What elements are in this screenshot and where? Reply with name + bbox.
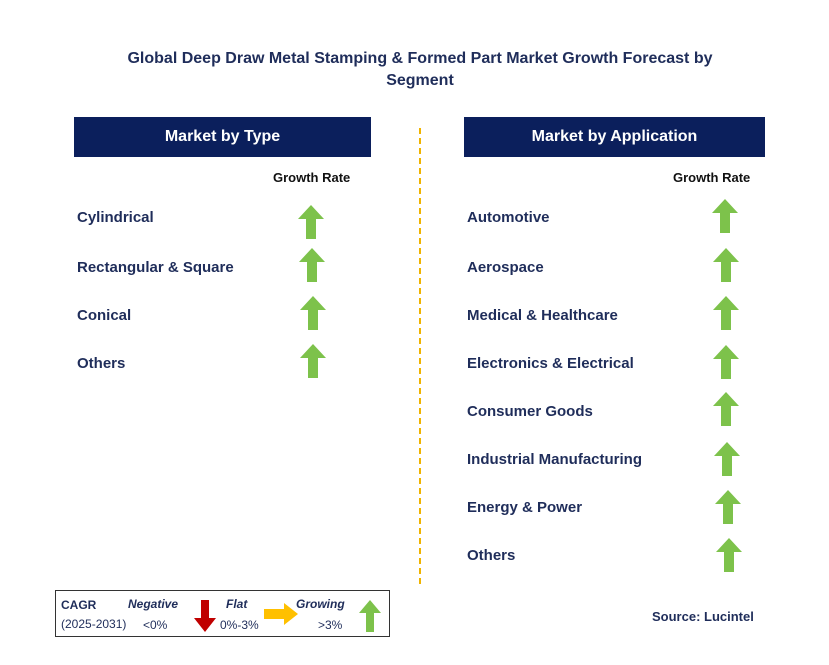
legend-flat-label: Flat	[226, 597, 248, 611]
up-arrow-icon	[713, 248, 739, 282]
legend-growing-range: >3%	[318, 618, 343, 632]
up-arrow-icon	[716, 538, 742, 572]
legend-negative-label: Negative	[128, 597, 179, 611]
application-header: Market by Application	[464, 117, 765, 157]
application-item-electronics: Electronics & Electrical	[467, 355, 634, 372]
legend-period: (2025-2031)	[61, 617, 127, 631]
panel-divider	[419, 128, 421, 584]
application-item-medical: Medical & Healthcare	[467, 307, 618, 324]
type-item-others: Others	[77, 355, 126, 372]
legend-cagr-label: CAGR	[61, 598, 97, 612]
type-growth-rate-label: Growth Rate	[273, 170, 351, 185]
application-item-energy: Energy & Power	[467, 499, 583, 516]
application-item-aerospace: Aerospace	[467, 259, 544, 276]
up-arrow-icon	[712, 199, 738, 233]
legend-negative-range: <0%	[143, 618, 168, 632]
source-label: Source: Lucintel	[652, 609, 754, 624]
up-arrow-icon	[300, 344, 326, 378]
type-item-conical: Conical	[77, 307, 132, 324]
application-growth-rate-label: Growth Rate	[673, 170, 751, 185]
up-arrow-icon	[715, 490, 741, 524]
application-item-automotive: Automotive	[467, 209, 550, 226]
up-arrow-icon	[298, 205, 324, 239]
up-arrow-icon	[713, 392, 739, 426]
legend-growing-label: Growing	[296, 597, 345, 611]
up-arrow-icon	[299, 248, 325, 282]
up-arrow-icon	[714, 442, 740, 476]
legend-flat-range: 0%-3%	[220, 618, 259, 632]
up-arrow-icon	[300, 296, 326, 330]
right-arrow-icon	[264, 603, 298, 625]
page-title: Global Deep Draw Metal Stamping & Formed…	[127, 50, 713, 89]
up-arrow-icon	[359, 600, 381, 632]
type-header: Market by Type	[74, 117, 371, 157]
application-item-others: Others	[467, 547, 516, 564]
up-arrow-icon	[713, 345, 739, 379]
cagr-legend: CAGR (2025-2031) Negative <0% Flat 0%-3%…	[55, 590, 390, 637]
type-item-rectangular: Rectangular & Square	[77, 259, 234, 276]
application-item-industrial: Industrial Manufacturing	[467, 451, 643, 468]
application-item-consumer-goods: Consumer Goods	[467, 403, 593, 420]
down-arrow-icon	[194, 600, 216, 632]
up-arrow-icon	[713, 296, 739, 330]
type-item-cylindrical: Cylindrical	[77, 209, 154, 226]
